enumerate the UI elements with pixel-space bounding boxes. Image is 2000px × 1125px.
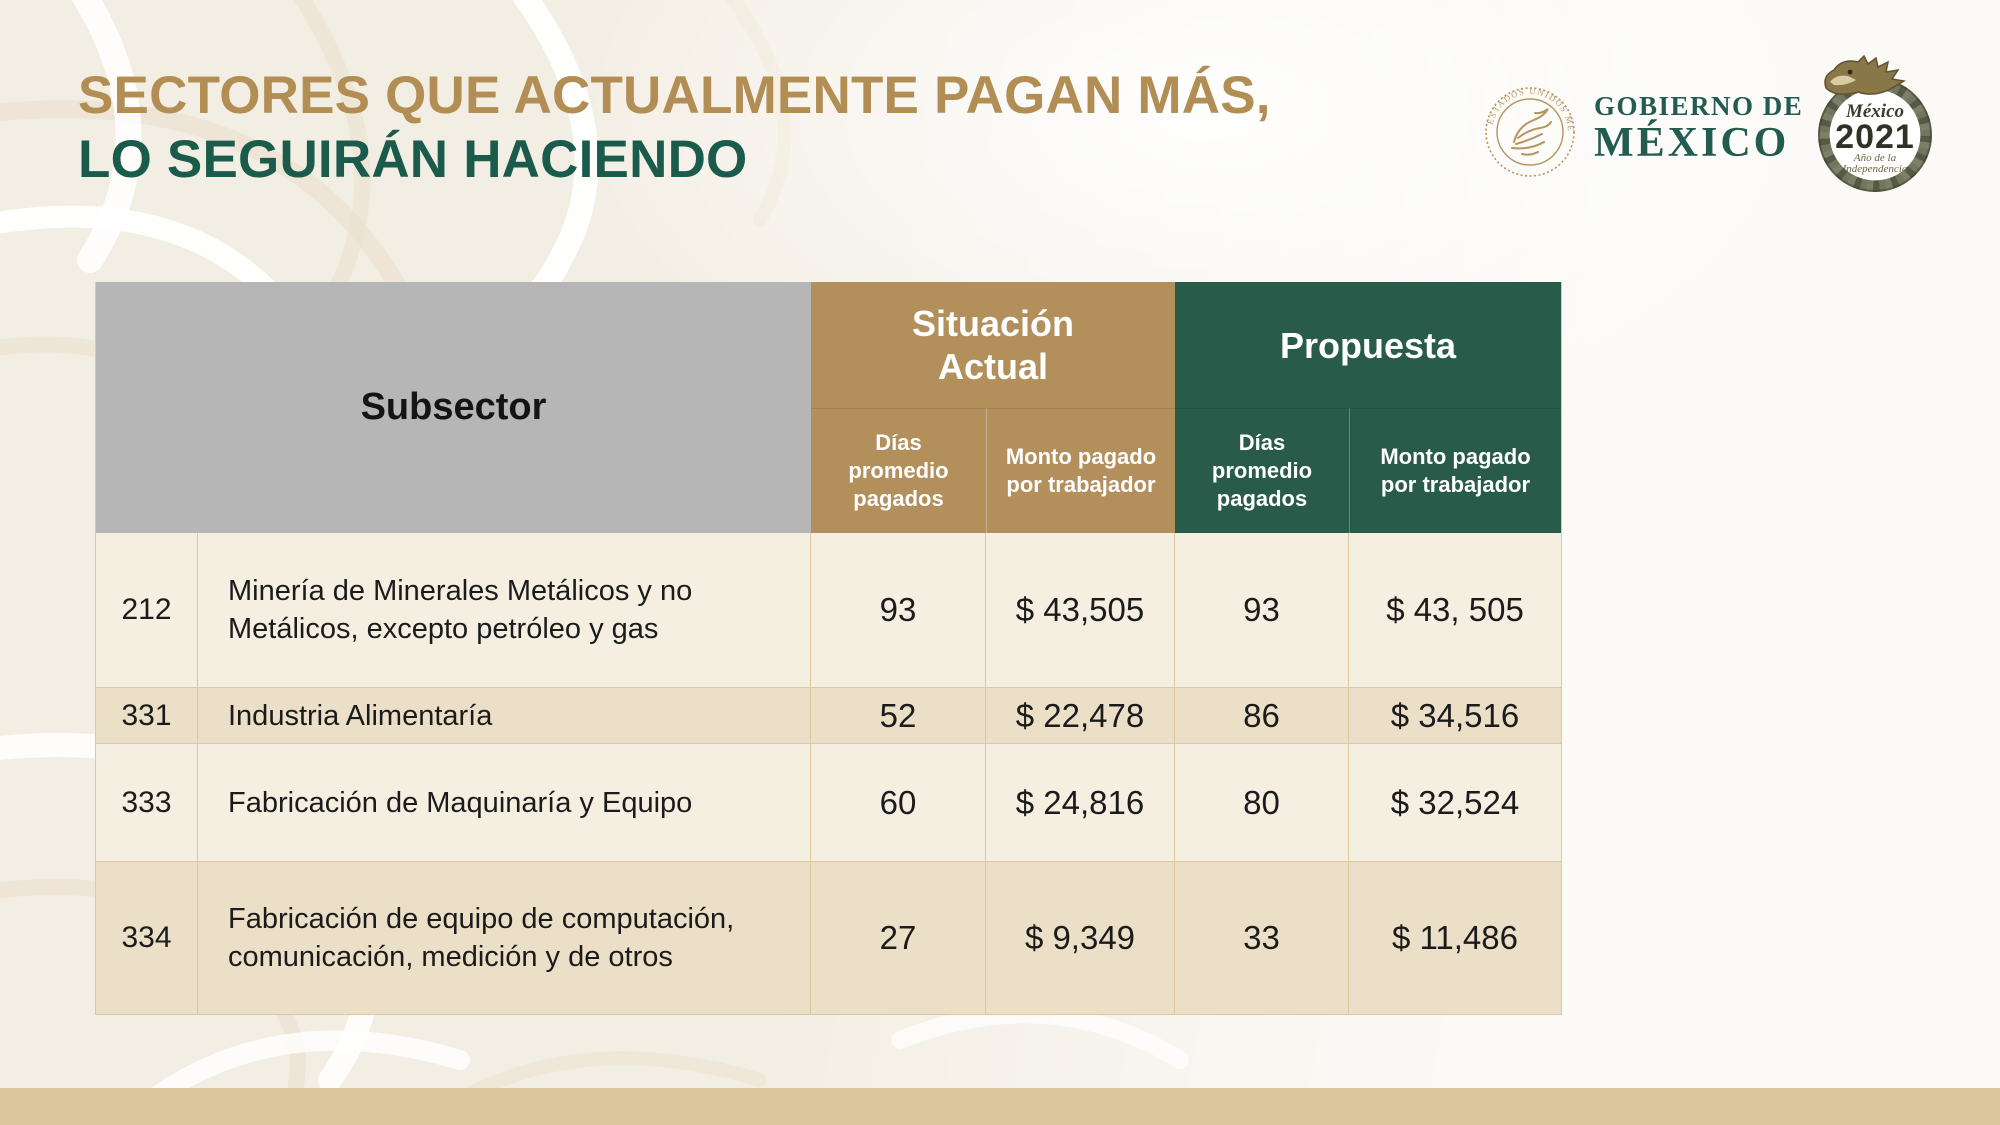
mexico-2021-badge: México 2021 Año de la Independencia xyxy=(1818,54,1936,196)
row-334-code: 334 xyxy=(96,862,198,1014)
serpent-ring xyxy=(1818,78,1932,192)
row-333-monto-actual: $ 24,816 xyxy=(986,744,1175,862)
header-subsector-label: Subsector xyxy=(360,386,547,428)
row-331-monto-propuesta: $ 34,516 xyxy=(1349,688,1561,744)
row-331-monto-actual: $ 22,478 xyxy=(986,688,1175,744)
subheader-dias-propuesta: Días promedio pagados xyxy=(1175,408,1349,533)
subheader-monto-actual: Monto pagado por trabajador xyxy=(986,408,1175,533)
row-212-dias-actual: 93 xyxy=(811,533,986,688)
row-334-desc: Fabricación de equipo de computación, co… xyxy=(198,862,811,1014)
row-334-monto-actual: $ 9,349 xyxy=(986,862,1175,1014)
badge-year: 2021 xyxy=(1835,118,1915,156)
gobierno-text-line1: GOBIERNO DE xyxy=(1594,91,1804,121)
row-333-dias-propuesta: 80 xyxy=(1175,744,1349,862)
row-334-dias-actual: 27 xyxy=(811,862,986,1014)
title-line-1: SECTORES QUE ACTUALMENTE PAGAN MÁS, xyxy=(78,66,1271,125)
title-line-2: LO SEGUIRÁN HACIENDO xyxy=(78,130,748,189)
header-situacion-actual: Situación Actual xyxy=(811,282,1175,408)
eagle-glyph xyxy=(1511,108,1552,156)
row-333-dias-actual: 60 xyxy=(811,744,986,862)
badge-brand: México xyxy=(1845,101,1905,122)
row-331-code: 331 xyxy=(96,688,198,744)
eagle-seal-icon: ESTADOS UNIDOS MEXICANOS xyxy=(1478,76,1575,177)
row-333-monto-propuesta: $ 32,524 xyxy=(1349,744,1561,862)
subheader-dias-actual: Días promedio pagados xyxy=(811,408,986,533)
badge-text: México 2021 Año de la Independencia xyxy=(1818,78,1932,192)
row-212-monto-actual: $ 43,505 xyxy=(986,533,1175,688)
subsector-table: Subsector Situación Actual Propuesta Día… xyxy=(95,282,1562,1015)
row-331-desc: Industria Alimentaría xyxy=(198,688,811,744)
header-subsector: Subsector xyxy=(96,282,811,533)
header-situacion-label: Situación Actual xyxy=(911,303,1075,387)
row-334-monto-propuesta: $ 11,486 xyxy=(1349,862,1561,1014)
header-propuesta-label: Propuesta xyxy=(1279,324,1457,366)
bottom-gold-bar xyxy=(0,1088,2000,1125)
header-propuesta: Propuesta xyxy=(1175,282,1561,408)
row-333-code: 333 xyxy=(96,744,198,862)
serpent-head-icon xyxy=(1824,54,1906,95)
row-333-desc: Fabricación de Maquinaría y Equipo xyxy=(198,744,811,862)
gobierno-text: GOBIERNO DE MÉXICO xyxy=(1594,91,1803,165)
row-212-code: 212 xyxy=(96,533,198,688)
badge-tagline-1: Año de la xyxy=(1853,152,1897,164)
row-212-desc: Minería de Minerales Metálicos y no Metá… xyxy=(198,533,811,688)
subheader-monto-propuesta: Monto pagado por trabajador xyxy=(1349,408,1561,533)
row-334-dias-propuesta: 33 xyxy=(1175,862,1349,1014)
row-212-monto-propuesta: $ 43, 505 xyxy=(1349,533,1561,688)
slide-title: SECTORES QUE ACTUALMENTE PAGAN MÁS, LO S… xyxy=(78,64,1271,192)
gobierno-de-mexico-logo: ESTADOS UNIDOS MEXICANOS GOBIERNO DE MÉX… xyxy=(1478,76,1803,180)
row-331-dias-actual: 52 xyxy=(811,688,986,744)
gobierno-text-line2: MÉXICO xyxy=(1594,120,1790,166)
row-212-dias-propuesta: 93 xyxy=(1175,533,1349,688)
badge-tagline-2: Independencia xyxy=(1842,163,1908,175)
row-331-dias-propuesta: 86 xyxy=(1175,688,1349,744)
